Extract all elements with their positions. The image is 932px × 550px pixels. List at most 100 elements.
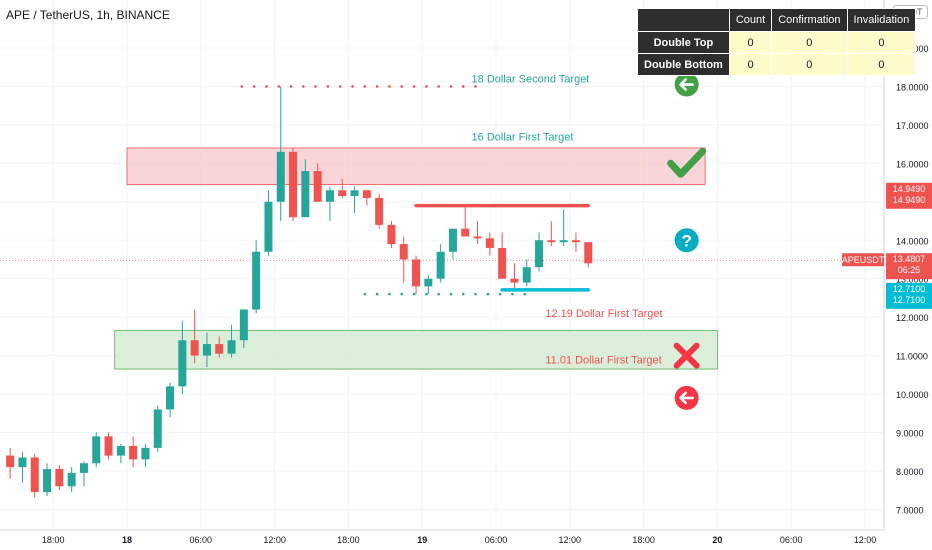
x-tick-label: 20 (712, 535, 722, 545)
high-level-dot (240, 85, 244, 88)
y-tick-label: 18.0000 (896, 82, 929, 92)
candle-body (129, 445, 138, 460)
price-tag-text: 13.4807 (893, 254, 926, 264)
x-tick-label: 06:00 (780, 535, 803, 545)
arrow-left-red-icon (674, 385, 699, 410)
high-level-dot (351, 85, 354, 88)
arrow-left-green-icon (674, 72, 699, 97)
low-level-dot (461, 292, 465, 296)
candle-body (264, 201, 273, 252)
candle-body (547, 240, 556, 243)
candle-body (141, 447, 150, 460)
candle-body (227, 340, 236, 354)
price-tag-text: 14.9490 (893, 184, 926, 194)
candle-body (313, 171, 322, 202)
stats-header-invalidation: Invalidation (846, 8, 917, 32)
candle-body (252, 251, 261, 310)
x-tick-label: 18:00 (337, 535, 360, 545)
high-level-dot (474, 85, 477, 88)
candle-body (461, 228, 470, 237)
stats-cell-confirmation: 0 (771, 31, 848, 54)
high-level-dot (461, 85, 465, 88)
high-level-dot (302, 85, 305, 88)
candle-body (276, 151, 285, 202)
candle-body (448, 228, 457, 252)
price-tag-bg (886, 182, 932, 209)
low-level-dot (474, 292, 477, 296)
candle-body (18, 457, 27, 468)
candle-body (202, 344, 211, 356)
checkmark-green-icon (667, 147, 707, 178)
candle-body (485, 238, 494, 248)
price-tag-text: 14.9490 (893, 195, 926, 205)
candle-body (104, 436, 113, 456)
x-tick-label: 18:00 (632, 535, 655, 545)
y-tick-label: 10.0000 (896, 390, 929, 400)
target-annotation: 12.19 Dollar First Target (545, 308, 662, 320)
resistance-zone (126, 147, 706, 185)
icon-circle (674, 228, 699, 253)
stats-row-label: Double Top (637, 31, 730, 54)
x-tick-label: 19 (417, 535, 427, 545)
high-level-dot (449, 85, 453, 88)
y-tick-label: 13.0000 (896, 275, 929, 285)
candle-body (399, 244, 408, 260)
stats-header-blank (637, 8, 730, 32)
candle-body (498, 247, 507, 279)
high-level-dot (289, 85, 293, 88)
candle-body (153, 409, 162, 448)
candle-body (190, 340, 199, 356)
stats-cell-confirmation: 0 (771, 53, 848, 76)
high-level-dot (363, 85, 367, 88)
low-level-dot (412, 292, 416, 296)
candle-body (116, 445, 125, 456)
x-tick-label: 06:00 (190, 535, 213, 545)
candle-body (436, 251, 445, 279)
candle-body (43, 469, 52, 493)
icon-cross (673, 342, 700, 369)
price-tag-text: 12.7100 (893, 295, 926, 305)
low-level-dot (425, 292, 428, 296)
candle-body (215, 344, 224, 354)
candle-body (375, 197, 384, 225)
target-annotation: 18 Dollar Second Target (472, 74, 590, 86)
y-tick-label: 9.0000 (896, 429, 924, 439)
candle-body (325, 190, 334, 202)
high-level-dot (314, 85, 317, 88)
price-tag-text: 06:25 (898, 265, 921, 275)
high-level-dot (388, 85, 391, 88)
candle-body (510, 278, 519, 283)
price-tag-bg (886, 282, 932, 309)
support-zone (114, 330, 718, 370)
current-symbol-tag: APEUSDT (842, 253, 885, 267)
stats-cell-count: 0 (728, 53, 773, 76)
stats-row-label: Double Bottom (637, 53, 730, 76)
stats-header-row: Count Confirmation Invalidation (637, 8, 917, 32)
high-level-dot (400, 85, 404, 88)
candle-body (30, 457, 39, 493)
price-tag-bg (886, 253, 932, 280)
high-level-dot (375, 85, 379, 88)
candle-body (338, 190, 347, 197)
target-annotation: 16 Dollar First Target (472, 131, 574, 143)
high-level-dot (437, 85, 440, 88)
y-tick-label: 8.0000 (896, 467, 924, 477)
icon-question-mark: ? (681, 231, 691, 250)
y-tick-label: 7.0000 (896, 505, 924, 515)
x-tick-label: 12:00 (559, 535, 582, 545)
stats-cell-invalidation: 0 (846, 31, 917, 54)
candle-body (387, 224, 396, 245)
x-tick-label: 12:00 (854, 535, 877, 545)
low-level-dot (498, 292, 502, 296)
low-level-dot (523, 292, 527, 296)
low-level-dot (486, 292, 490, 296)
candle-body (424, 278, 433, 287)
candle-body (166, 386, 175, 410)
x-tick-label: 18:00 (42, 535, 65, 545)
candle-body (362, 190, 371, 198)
high-level-dot (252, 85, 256, 88)
stats-row-double-top: Double Top 0 0 0 (637, 31, 917, 54)
